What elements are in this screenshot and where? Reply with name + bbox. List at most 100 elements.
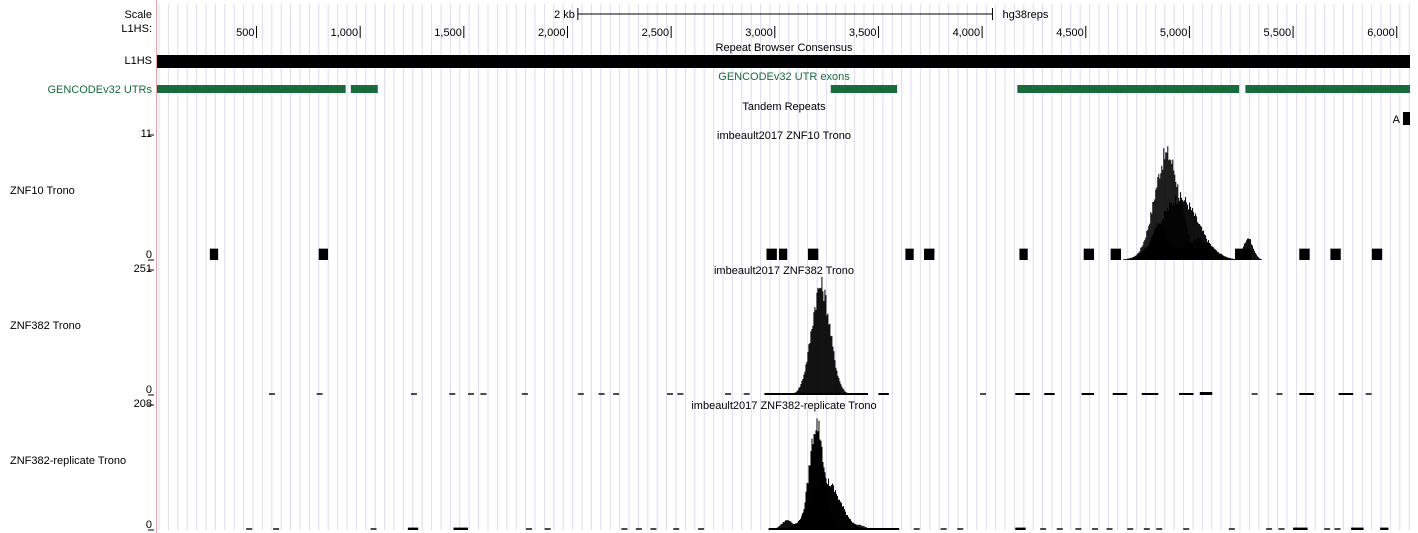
signal-bar (1199, 240, 1201, 260)
signal-bar (851, 525, 853, 530)
signal-bar (816, 292, 818, 395)
signal-bar (1165, 152, 1167, 260)
signal-bar (810, 331, 812, 395)
signal-bar (1170, 246, 1172, 260)
signal-bar (789, 521, 791, 530)
signal-bar (782, 522, 784, 530)
consensus-track: Repeat Browser Consensus (157, 42, 1410, 68)
signal-bar (846, 392, 848, 395)
signal-bar (1226, 256, 1228, 260)
signal-bar (1130, 257, 1132, 260)
signal-bar (816, 418, 818, 530)
utr-track-label[interactable]: GENCODEv32 UTRs (47, 84, 152, 96)
utr-exon-block (350, 85, 378, 93)
ruler-label[interactable]: L1HS: (121, 23, 152, 35)
signal-bar (1178, 258, 1180, 260)
signal-bar (823, 301, 825, 395)
signal-bar (1177, 252, 1179, 260)
signal-block (1299, 248, 1310, 260)
signal-bar (865, 527, 867, 530)
znf382rep-track-label[interactable]: ZNF382-replicate Trono (10, 455, 127, 467)
consensus-track-label[interactable]: L1HS (124, 55, 152, 67)
utr-exon-block (1017, 85, 1240, 93)
utr-track-title: GENCODEv32 UTR exons (718, 71, 850, 83)
signal-bar (799, 520, 801, 530)
base-position-ruler: 500 1,000 1,500 2,000 2,500 3,000 3,500 4,000 4,… (236, 26, 1398, 39)
signal-bar (792, 393, 794, 395)
signal-bar (826, 483, 828, 530)
signal-bar (1126, 258, 1128, 260)
signal-block (924, 248, 935, 260)
signal-bar (829, 323, 831, 395)
signal-bar (1249, 239, 1251, 260)
signal-bar (807, 351, 809, 395)
signal-bar (795, 526, 797, 530)
signal-bar (801, 380, 803, 395)
signal-bar (783, 522, 785, 530)
znf10-track-label[interactable]: ZNF10 Trono (10, 185, 75, 197)
signal-bar (1176, 204, 1178, 260)
signal-bar (1233, 258, 1235, 260)
signal-bar (830, 335, 832, 395)
signal-bar (1156, 187, 1158, 260)
signal-bar (786, 520, 788, 530)
signal-bar (797, 527, 799, 530)
signal-bar (860, 525, 862, 530)
signal-bar (1239, 252, 1241, 260)
signal-bar (864, 527, 866, 530)
signal-bar (1188, 209, 1190, 260)
signal-block (1380, 527, 1389, 530)
signal-bar (867, 528, 869, 530)
signal-bar (1192, 241, 1194, 260)
signal-bar (828, 478, 830, 530)
signal-bar (1185, 246, 1187, 260)
signal-bar (1253, 250, 1255, 260)
signal-bar (1181, 259, 1183, 260)
signal-bar (848, 526, 850, 530)
signal-bar (1159, 227, 1161, 260)
signal-bar (1123, 259, 1125, 260)
tandem-repeats-track: Tandem Repeats A (742, 101, 1410, 126)
znf382-track-label[interactable]: ZNF382 Trono (10, 320, 81, 332)
signal-bar (1208, 242, 1210, 260)
signal-bar (1183, 201, 1185, 260)
signal-bar (845, 527, 847, 530)
signal-bar (1143, 252, 1145, 260)
consensus-element (157, 55, 1410, 68)
signal-bar (822, 291, 824, 395)
signal-bar (1157, 177, 1159, 260)
signal-bar (847, 526, 849, 530)
signal-bar (1220, 253, 1222, 260)
signal-bar (841, 502, 843, 530)
signal-bar (812, 498, 814, 530)
signal-bar (1167, 207, 1169, 260)
signal-bar (1161, 226, 1163, 260)
signal-bar (842, 506, 844, 530)
signal-bar (819, 439, 821, 530)
signal-bar (858, 524, 860, 530)
ruler-tick-label: 3,500 (849, 27, 877, 39)
signal-bar (1252, 248, 1254, 260)
signal-bar (785, 519, 787, 530)
signal-bar (1148, 242, 1150, 260)
signal-bar (1170, 202, 1172, 260)
signal-bar (818, 288, 820, 395)
ruler-tick-label: 4,000 (953, 27, 981, 39)
signal-bar (1248, 239, 1250, 260)
signal-bar (800, 528, 802, 530)
signal-bar (1200, 238, 1202, 260)
signal-bar (1186, 202, 1188, 260)
signal-block (453, 527, 468, 530)
signal-bar (1219, 253, 1221, 260)
signal-bar (1168, 210, 1170, 260)
signal-bar (1224, 256, 1226, 260)
signal-bar (1181, 197, 1183, 260)
signal-bar (1137, 254, 1139, 260)
signal-bar (793, 393, 795, 395)
signal-bar (854, 524, 856, 530)
signal-bar (1146, 247, 1148, 260)
signal-bar (1128, 258, 1130, 260)
signal-bar (825, 295, 827, 395)
signal-bar (1254, 252, 1256, 260)
